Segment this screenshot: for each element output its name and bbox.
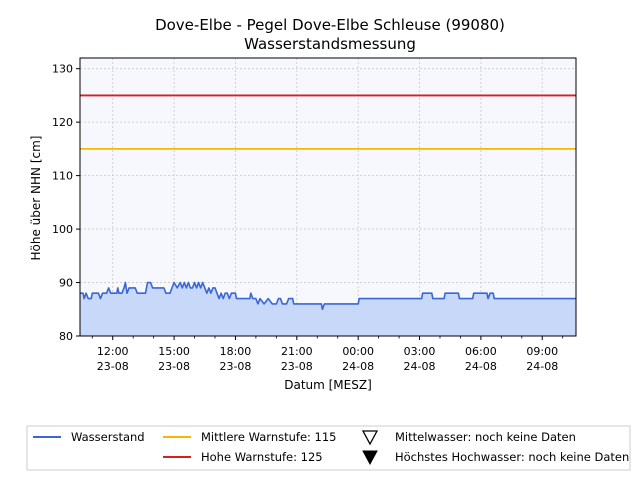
x-tick-date: 24-08 xyxy=(342,360,374,373)
x-tick-time: 15:00 xyxy=(158,345,190,358)
water-level-line xyxy=(80,281,576,311)
y-axis-label: Höhe über NHN [cm] xyxy=(29,136,43,261)
legend-hoechstes-hochwasser-label: Höchstes Hochwasser: noch keine Daten xyxy=(395,450,629,464)
chart-subtitle: Wasserstandsmessung xyxy=(244,35,416,53)
x-tick-time: 12:00 xyxy=(97,345,129,358)
y-tick-label: 130 xyxy=(52,63,73,76)
x-axis-label: Datum [MESZ] xyxy=(284,378,372,392)
y-tick-label: 100 xyxy=(52,223,73,236)
y-axis-ticks: 80 90 100 110 120 130 xyxy=(52,63,80,343)
x-tick-time: 21:00 xyxy=(281,345,313,358)
y-tick-label: 120 xyxy=(52,116,73,129)
legend-hohe-warnstufe-label: Hohe Warnstufe: 125 xyxy=(201,450,323,464)
legend-wasserstand-label: Wasserstand xyxy=(71,430,145,444)
x-tick-date: 24-08 xyxy=(404,360,436,373)
x-tick-date: 24-08 xyxy=(465,360,497,373)
y-tick-label: 90 xyxy=(59,277,73,290)
x-tick-time: 03:00 xyxy=(404,345,436,358)
x-tick-time: 18:00 xyxy=(220,345,252,358)
legend-mittlere-warnstufe-label: Mittlere Warnstufe: 115 xyxy=(201,430,337,444)
y-tick-label: 110 xyxy=(52,170,73,183)
chart-title: Dove-Elbe - Pegel Dove-Elbe Schleuse (99… xyxy=(155,16,505,34)
x-tick-time: 06:00 xyxy=(465,345,497,358)
legend-box xyxy=(26,425,631,471)
water-level-area xyxy=(80,282,576,336)
legend-mittelwasser-triangle-icon xyxy=(361,430,379,446)
x-tick-time: 09:00 xyxy=(526,345,558,358)
legend: Wasserstand Mittlere Warnstufe: 115 Mitt… xyxy=(26,425,631,471)
plot-frame xyxy=(79,57,577,337)
grid-lines xyxy=(80,58,576,336)
x-tick-time: 00:00 xyxy=(342,345,374,358)
x-tick-date: 23-08 xyxy=(97,360,129,373)
legend-mittelwasser-label: Mittelwasser: noch keine Daten xyxy=(395,430,576,444)
x-tick-date: 23-08 xyxy=(158,360,190,373)
x-tick-date: 23-08 xyxy=(281,360,313,373)
legend-hoechstes-hochwasser-triangle-icon xyxy=(362,450,378,466)
x-axis-ticks: 12:00 23-08 15:00 23-08 18:00 23-08 21:00 23-08… xyxy=(91,336,564,373)
x-tick-date: 23-08 xyxy=(219,360,251,373)
x-tick-date: 24-08 xyxy=(526,360,558,373)
y-tick-label: 80 xyxy=(59,330,73,343)
